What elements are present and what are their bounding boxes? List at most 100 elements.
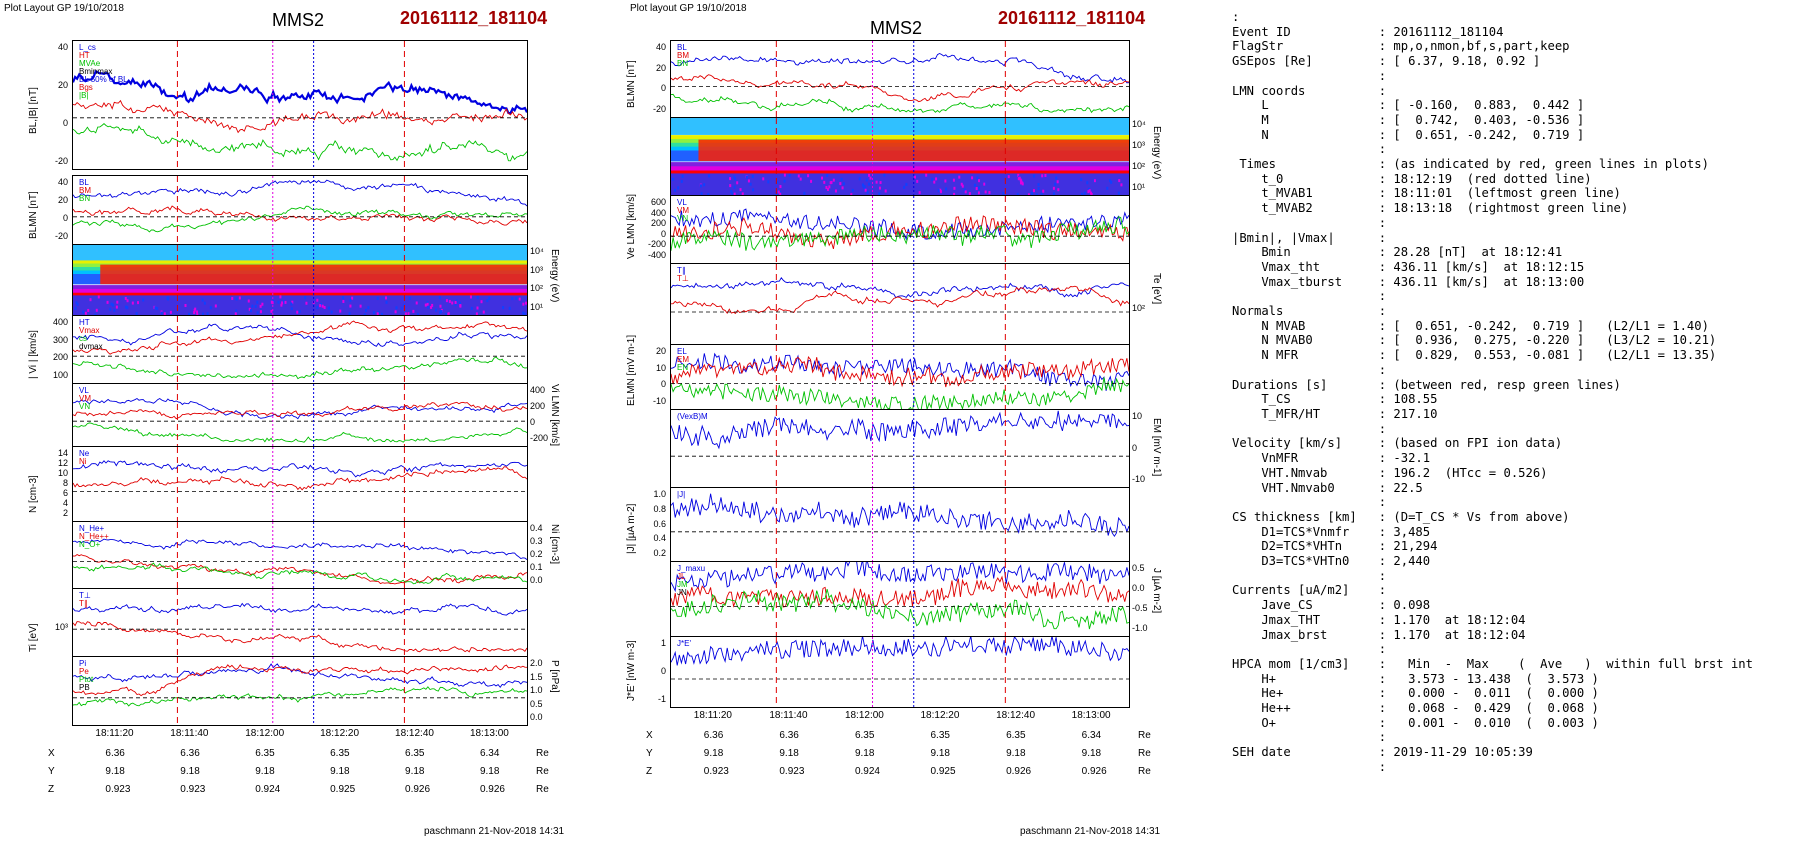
spectrogram-speck [752,188,755,192]
legend-entry: Ni [79,457,87,466]
y-tick-label: 2 [62,508,68,518]
y-tick-label: 0.5 [530,698,543,709]
spectrogram-speck [231,296,234,300]
y-tick-label: 40 [655,42,666,52]
spectrogram-speck [741,192,744,195]
spectrogram-speck [395,306,398,310]
spectrogram-speck [365,308,368,312]
spectrogram-speck [776,180,779,184]
series-line [73,686,527,707]
spectrogram-speck [384,296,387,300]
spectrogram-speck [799,177,802,181]
y-tick-label: 20 [655,62,666,73]
y-axis-label: BL,|B| [nT] [28,87,39,134]
x-tick-label: 18:11:20 [693,710,732,721]
y-tick-label: 20 [57,195,68,205]
position-unit: Re [1138,730,1151,741]
info-line: : [1232,68,1387,83]
spectrogram-speck [87,308,90,312]
y-axis-label: | Vi | [km/s] [28,329,39,379]
position-value: 9.18 [703,748,724,759]
spectrogram-speck [196,313,199,315]
spectrogram-speck [1055,176,1058,180]
y-tick-label: 10 [1132,411,1143,421]
y-axis-label: Ti [eV] [28,622,39,652]
spectrogram-speck [339,309,342,313]
info-line: HPCA mom [1/cm3] : Min - Max ( Ave ) wit… [1232,656,1753,671]
info-line: Jmax_brst : 1.170 at 18:12:04 [1232,627,1526,642]
position-value: 9.18 [180,766,200,777]
spectrogram-speck [458,301,461,305]
spectrogram-speck [826,187,829,191]
y-tick-label: 0.3 [530,536,543,546]
info-line: N MVAB : [ 0.651, -0.242, 0.719 ] (L2/L1… [1232,318,1709,333]
spectrogram-speck [508,306,511,310]
spectrogram-speck [424,303,427,307]
series-line [671,637,1129,666]
spectrogram-speck [1020,179,1023,183]
spectrogram-speck [166,296,169,300]
spectrogram-speck [1042,189,1045,193]
series-line [671,355,1129,388]
y-axis-label: Ni [cm-3] [549,524,560,564]
spectrogram-speck [235,309,238,313]
position-unit: Re [1138,766,1151,777]
legend-entry: Ptot [79,675,94,684]
spectrogram-speck [841,186,844,190]
series-line [73,663,527,689]
spectrogram-speck [124,296,127,300]
mid-event-title: 20161112_181104 [998,8,1146,28]
spectrogram-speck [359,304,362,308]
spectrogram-speck [875,180,878,184]
series-line [671,277,1129,299]
position-value: 6.36 [779,730,799,741]
spectrogram-speck [184,304,187,308]
panel-ni-plot: N_He+N_He++N_O+ [73,522,527,588]
spectrogram-speck [206,312,209,315]
series-line [671,285,1129,315]
spectrogram-speck [739,188,742,192]
series-line [73,99,527,134]
y-tick-label: 0.6 [653,518,666,529]
y-tick-label: -10 [1132,474,1146,484]
spectrogram-speck [779,192,782,195]
series-line [671,52,1129,84]
y-tick-label: 2.0 [530,658,543,668]
info-line: GSEpos [Re] : [ 6.37, 9.18, 0.92 ] [1232,54,1541,69]
position-value: 9.18 [255,766,275,777]
legend-entry: T⊥ [677,274,689,283]
spectrogram-speck [762,177,765,181]
y-tick-label: 14 [57,448,68,458]
spectrogram-speck [304,296,307,300]
position-value: 9.18 [1081,748,1102,759]
spectrogram-speck [407,312,410,315]
y-tick-label: -1 [657,694,666,704]
spectrogram-speck [884,189,887,193]
spectrogram-speck [867,182,870,186]
spectrogram-speck [1054,182,1057,186]
spectrogram-speck [935,177,938,181]
info-line: : [1232,642,1387,657]
spectrogram-speck [319,304,322,308]
y-tick-label: 10⁴ [1132,119,1146,129]
spectrogram-speck [963,188,966,192]
panel-vi: HT Vmax cs dvmax [72,315,528,384]
spectrogram-speck [342,299,345,303]
spectrogram-speck [440,310,443,314]
spectrogram-speck [931,177,934,181]
spectrogram-speck [866,190,869,194]
spectrogram-speck [964,190,967,194]
legend-entry: Pi [79,659,86,668]
spectrogram-speck [455,299,458,303]
spectrogram-speck [342,295,345,299]
spectrogram-speck [767,180,770,184]
spectrogram-speck [1019,181,1022,185]
spectrogram-speck [426,300,429,304]
y-tick-label: 0 [1132,442,1138,453]
spectrogram-speck [296,310,299,314]
legend-entry: J_maxu [677,564,705,573]
x-tick-label: 18:13:00 [469,728,509,739]
legend-entry: J*E' [677,639,691,648]
spectrogram-speck [234,312,237,315]
